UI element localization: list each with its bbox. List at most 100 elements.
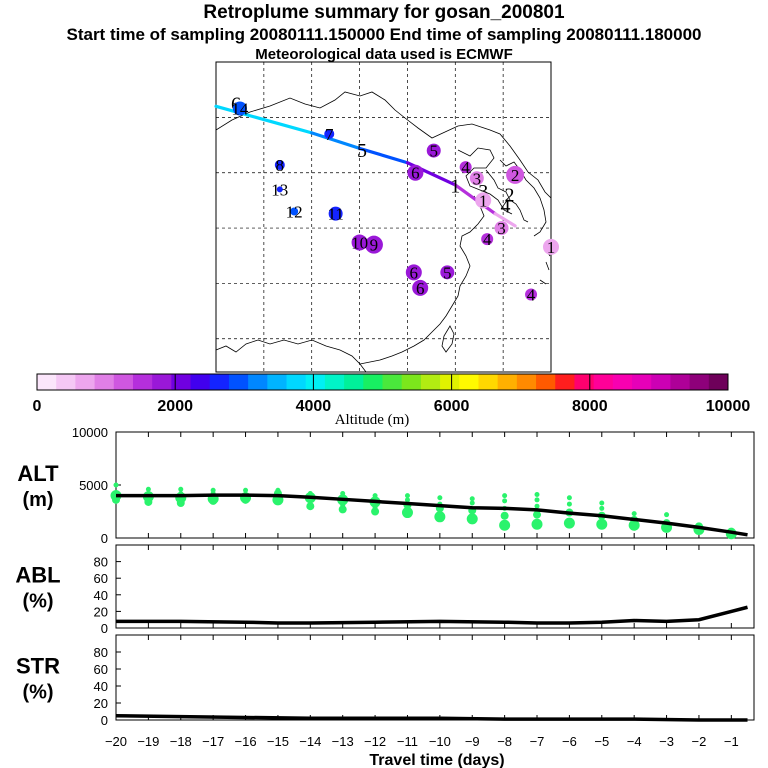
abl-fraction-line bbox=[116, 605, 748, 625]
cluster-dot bbox=[543, 238, 559, 255]
cluster-dot bbox=[426, 143, 441, 158]
meteorology-source: Meteorological data used is ECMWF bbox=[255, 46, 513, 63]
trajectory-day-label: 2 bbox=[505, 185, 515, 207]
colorbar-cell bbox=[152, 374, 172, 390]
cluster-dot bbox=[405, 264, 422, 281]
colorbar-cell bbox=[37, 374, 57, 390]
cluster-dot bbox=[290, 207, 299, 216]
altitude-point bbox=[631, 511, 637, 517]
map-grid bbox=[216, 62, 551, 372]
cluster-dot bbox=[506, 165, 525, 184]
panel-label: STR bbox=[16, 654, 60, 679]
altitude-point bbox=[469, 500, 475, 506]
altitude-point bbox=[275, 487, 281, 493]
panel-label: ABL bbox=[15, 563, 60, 588]
cluster-marker: 5 bbox=[440, 263, 455, 282]
colorbar-tick-label: 4000 bbox=[296, 398, 332, 415]
altitude-point bbox=[178, 486, 184, 492]
x-tick-label: −16 bbox=[235, 734, 257, 749]
x-tick-label: −15 bbox=[267, 734, 289, 749]
altitude-point bbox=[113, 482, 119, 488]
altitude-point bbox=[404, 497, 410, 503]
x-tick-label: −8 bbox=[497, 734, 512, 749]
colorbar-cell bbox=[94, 374, 115, 390]
cluster-dot bbox=[459, 161, 472, 174]
colorbar-cell bbox=[209, 374, 230, 390]
x-tick-label: −5 bbox=[594, 734, 609, 749]
colorbar-tick-label: 8000 bbox=[572, 398, 608, 415]
trajectory-segment bbox=[453, 183, 497, 216]
altitude-point bbox=[371, 507, 380, 516]
colorbar-cell bbox=[113, 374, 134, 390]
cluster-label: 3 bbox=[497, 219, 506, 238]
colorbar-cell bbox=[440, 374, 460, 390]
colorbar-cell bbox=[363, 374, 383, 390]
altitude-point bbox=[176, 499, 185, 508]
altitude-point bbox=[372, 493, 378, 499]
map-frame bbox=[215, 61, 552, 373]
cluster-marker: 6 bbox=[407, 164, 424, 183]
altitude-point bbox=[534, 503, 540, 509]
altitude-point bbox=[145, 486, 151, 492]
altitude-point bbox=[338, 505, 347, 514]
cluster-marker: 3 bbox=[494, 219, 509, 238]
cluster-label: 1 bbox=[547, 238, 556, 257]
cluster-marker: 3 bbox=[469, 169, 484, 188]
panel-unit: (%) bbox=[22, 591, 53, 613]
cluster-dot bbox=[469, 171, 484, 186]
colorbar-tick-label: 2000 bbox=[157, 398, 193, 415]
trajectory-day-label: 5 bbox=[357, 140, 367, 162]
x-tick-label: −19 bbox=[137, 734, 159, 749]
colorbar-label: Altitude (m) bbox=[335, 412, 410, 428]
cluster-label: 4 bbox=[483, 230, 492, 249]
colorbar-cell bbox=[305, 374, 326, 390]
cluster-label: 6 bbox=[416, 279, 425, 298]
altitude-point bbox=[502, 498, 508, 504]
trajectory-segment bbox=[310, 131, 362, 150]
colorbar-cell bbox=[651, 374, 671, 390]
colorbar-cell bbox=[267, 374, 288, 390]
colorbar-cell bbox=[228, 374, 249, 390]
str-fraction-line bbox=[115, 714, 748, 722]
altitude-point bbox=[466, 513, 478, 525]
cluster-label: 12 bbox=[286, 202, 303, 221]
trajectory-day-label: 4 bbox=[501, 196, 511, 218]
x-tick-label: −4 bbox=[627, 734, 642, 749]
cluster-dot bbox=[407, 164, 424, 181]
colorbar-cell bbox=[689, 374, 710, 390]
x-tick-label: −3 bbox=[659, 734, 674, 749]
panel-alt: 0 5000 10000 ALT (m) bbox=[17, 425, 755, 546]
y-tick-label: 40 bbox=[94, 679, 108, 694]
x-tick-label: −1 bbox=[724, 734, 739, 749]
altitude-point bbox=[209, 496, 218, 505]
trajectory-segment bbox=[262, 117, 314, 135]
colorbar-cell bbox=[248, 374, 268, 390]
colorbar-cell bbox=[516, 374, 537, 390]
cluster-marker: 4 bbox=[459, 158, 472, 177]
cluster-label: 10 bbox=[351, 233, 368, 252]
altitude-point bbox=[534, 497, 540, 503]
cluster-dot bbox=[412, 279, 429, 296]
cluster-marker: 11 bbox=[327, 205, 343, 224]
cluster-label: 5 bbox=[443, 263, 452, 282]
trajectory-day-label: 1 bbox=[450, 176, 460, 198]
altitude-point bbox=[566, 495, 572, 501]
colorbar-tick-label: 6000 bbox=[434, 398, 470, 415]
y-tick-label: 20 bbox=[94, 696, 108, 711]
altitude-point bbox=[664, 512, 670, 518]
x-tick-label: −10 bbox=[429, 734, 451, 749]
cluster-marker: 13 bbox=[271, 180, 288, 199]
cluster-dot bbox=[232, 101, 247, 116]
colorbar-cell bbox=[382, 374, 403, 390]
cluster-marker: 6 bbox=[412, 279, 429, 298]
y-tick-label: 40 bbox=[94, 588, 108, 603]
altitude-point bbox=[502, 493, 508, 499]
altitude-point bbox=[241, 495, 250, 504]
cluster-dot bbox=[351, 234, 368, 251]
cluster-label: 2 bbox=[511, 166, 520, 185]
x-tick-label: −13 bbox=[332, 734, 354, 749]
altitude-point bbox=[566, 501, 572, 507]
cluster-dot bbox=[440, 265, 455, 280]
altitude-point bbox=[306, 502, 315, 511]
